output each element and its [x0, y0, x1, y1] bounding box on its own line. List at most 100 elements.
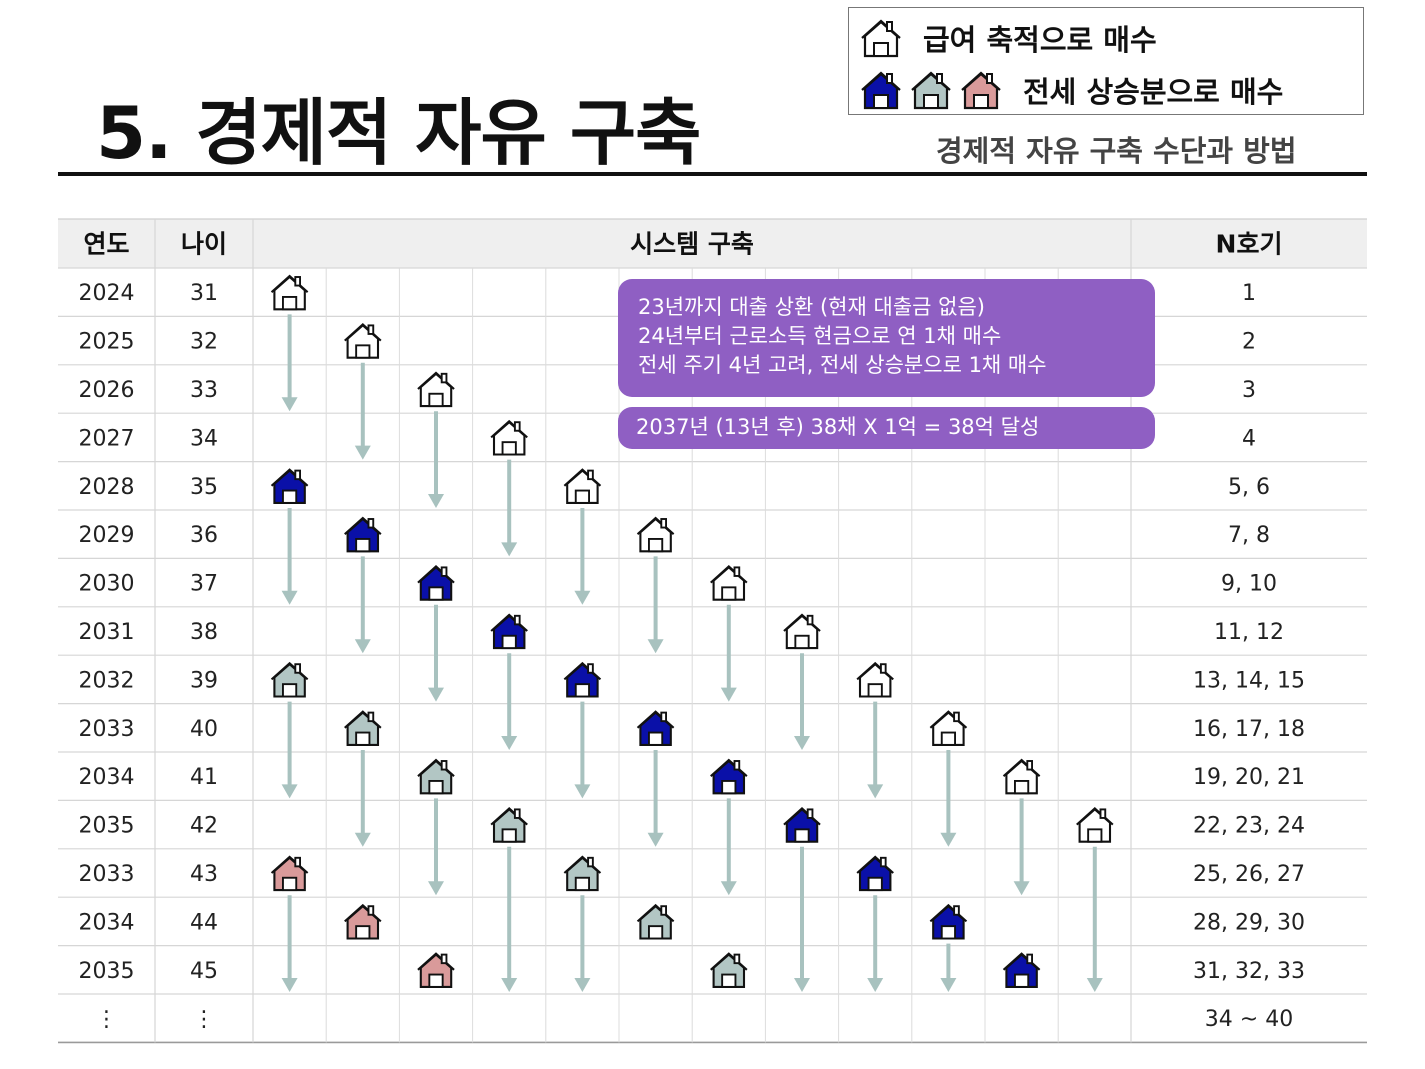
down-arrow	[940, 750, 957, 847]
house-door	[867, 683, 883, 698]
info-line: 23년까지 대출 상환 (현재 대출금 없음)	[638, 295, 985, 319]
house-chimney	[367, 518, 375, 529]
house-door	[355, 344, 371, 359]
down-arrow	[1086, 846, 1103, 992]
n-unit-cell: 19, 20, 21	[1193, 765, 1305, 790]
arrow-head	[647, 832, 664, 847]
table-gridlines	[58, 218, 1367, 1044]
arrow-head	[574, 590, 591, 605]
house-roof	[417, 952, 455, 971]
house-door	[721, 973, 737, 988]
arrow-head	[281, 978, 298, 992]
down-arrow	[281, 314, 298, 412]
house-door	[501, 441, 517, 456]
house-roof	[490, 419, 528, 439]
arrow-head	[794, 978, 810, 992]
n-unit-cell: 31, 32, 33	[1193, 959, 1305, 984]
arrow-head	[281, 397, 298, 412]
house-door	[721, 779, 737, 795]
house-blue-icon	[1002, 952, 1041, 988]
n-unit-cell: 34 ~ 40	[1205, 1007, 1293, 1032]
house-roof	[270, 855, 309, 874]
house-door	[867, 876, 883, 892]
age-cell: 38	[190, 620, 218, 645]
house-roof	[636, 516, 675, 535]
arrow-head	[501, 542, 518, 557]
arrow-head	[794, 736, 810, 750]
house-white-icon	[636, 516, 675, 553]
down-arrow	[940, 943, 957, 992]
age-cell: 37	[190, 572, 218, 597]
house-roof	[490, 807, 528, 826]
down-arrow	[647, 750, 664, 847]
info-box-plan: 23년까지 대출 상환 (현재 대출금 없음) 24년부터 근로소득 현금으로 …	[618, 279, 1155, 397]
house-outline-icon	[861, 19, 901, 58]
down-arrow	[354, 750, 371, 847]
house-door	[282, 683, 298, 698]
house-door	[428, 973, 444, 988]
house-roof	[710, 952, 748, 971]
n-unit-cell: 9, 10	[1221, 572, 1277, 597]
house-pink-icon	[270, 855, 309, 892]
house-door	[428, 392, 444, 408]
house-roof	[270, 274, 309, 293]
down-arrow	[794, 653, 810, 750]
down-arrow	[281, 701, 298, 799]
house-door	[428, 779, 444, 795]
info-line: 전세 주기 4년 고려, 전세 상승분으로 1채 매수	[638, 353, 1047, 377]
arrow-head	[1013, 881, 1030, 896]
house-door	[428, 586, 444, 601]
n-unit-cell: 25, 26, 27	[1193, 862, 1305, 887]
arrow-head	[354, 445, 371, 460]
year-cell: 2033	[79, 717, 135, 742]
table-header-cell: 나이	[181, 230, 227, 259]
house-door	[282, 489, 298, 504]
house-roof	[270, 661, 309, 681]
house-chimney	[1026, 953, 1034, 965]
age-cell: 39	[190, 668, 218, 693]
year-cell: 2033	[79, 862, 135, 887]
arrow-head	[281, 590, 298, 605]
house-chimney	[440, 953, 448, 965]
arrow-head	[647, 639, 664, 654]
arrow-head	[428, 881, 444, 896]
house-roof	[563, 468, 602, 487]
arrow-head	[1086, 978, 1103, 992]
down-arrow	[867, 701, 884, 799]
page-subtitle: 경제적 자유 구축 수단과 방법	[936, 134, 1297, 168]
house-chimney	[879, 856, 887, 868]
house-roof	[929, 903, 968, 923]
down-arrow	[501, 653, 518, 750]
down-arrow	[720, 798, 737, 896]
down-arrow	[281, 508, 298, 605]
age-cell: 41	[190, 765, 218, 790]
legend-row-salary: 급여 축적으로 매수	[859, 16, 1157, 60]
year-cell: 2034	[79, 765, 135, 790]
house-gray-icon	[417, 758, 455, 795]
n-unit-cell: 5, 6	[1228, 475, 1270, 500]
house-roof	[563, 855, 602, 874]
house-roof	[344, 710, 382, 729]
house-roof	[783, 807, 821, 826]
age-cell: 36	[190, 523, 218, 548]
house-chimney	[733, 760, 741, 771]
down-arrow	[501, 846, 518, 992]
info-line: 24년부터 근로소득 현금으로 연 1채 매수	[638, 324, 1002, 348]
house-chimney	[953, 905, 960, 916]
arrow-head	[940, 978, 957, 992]
house-blue-icon	[344, 516, 382, 553]
down-arrow	[354, 556, 371, 654]
arrow-head	[720, 881, 737, 896]
house-chimney	[587, 469, 594, 481]
down-arrow	[428, 798, 444, 896]
year-cell: 2031	[79, 620, 135, 645]
info-goal-text: 2037년 (13년 후) 38채 X 1억 = 38억 달성	[636, 415, 1040, 439]
house-door	[574, 876, 591, 892]
house-door	[721, 586, 737, 601]
house-chimney	[733, 953, 741, 965]
house-roof	[636, 903, 675, 923]
house-roof	[929, 710, 968, 729]
house-blue-icon	[417, 565, 455, 601]
n-unit-cell: 1	[1242, 281, 1256, 306]
